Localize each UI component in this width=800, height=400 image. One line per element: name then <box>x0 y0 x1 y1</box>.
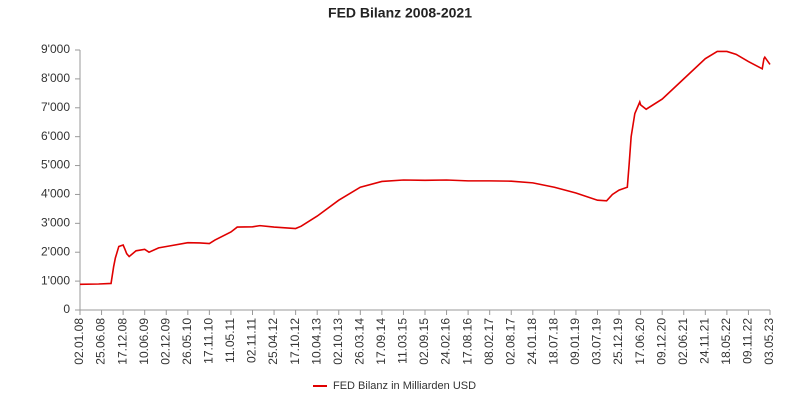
x-tick-label: 26.03.14 <box>352 318 366 365</box>
x-tick-label: 17.10.12 <box>288 318 302 365</box>
x-tick-label: 08.02.17 <box>482 318 496 365</box>
data-line <box>79 50 771 286</box>
y-tick-label: 8'000 <box>41 71 70 85</box>
x-tick-label: 11.05.11 <box>223 318 237 363</box>
y-tick-label: 5'000 <box>41 158 70 172</box>
x-tick-label: 10.04.13 <box>309 318 323 365</box>
x-tick-label: 11.03.15 <box>396 318 410 364</box>
x-tick-label: 02.06.21 <box>676 318 690 365</box>
x-tick-label: 18.07.18 <box>547 318 561 365</box>
x-tick-label: 02.08.17 <box>503 318 517 365</box>
y-tick-label: 3'000 <box>41 216 70 230</box>
y-tick-label: 4'000 <box>41 187 70 201</box>
x-tick-label: 24.01.18 <box>525 318 539 365</box>
y-tick-label: 7'000 <box>41 100 70 114</box>
x-tick-label: 09.11.22 <box>741 318 755 364</box>
x-tick-label: 25.06.08 <box>94 318 108 365</box>
x-tick-label: 02.12.09 <box>158 318 172 365</box>
x-tick-label: 24.02.16 <box>439 318 453 365</box>
y-tick-label: 9'000 <box>41 42 70 56</box>
x-tick-label: 02.11.11 <box>245 318 259 363</box>
x-tick-label: 17.11.10 <box>202 318 216 364</box>
x-tick-label: 02.09.15 <box>417 318 431 365</box>
y-tick-label: 2'000 <box>41 244 70 258</box>
x-tick-label: 25.12.19 <box>611 318 625 365</box>
y-tick-label: 1'000 <box>41 273 70 287</box>
x-tick-label: 18.05.22 <box>719 318 733 365</box>
y-tick-label: 0 <box>63 302 70 316</box>
x-tick-label: 24.11.21 <box>697 318 711 364</box>
x-tick-label: 17.12.08 <box>115 318 129 365</box>
x-tick-label: 09.12.20 <box>654 318 668 365</box>
x-tick-label: 10.06.09 <box>137 318 151 365</box>
chart-title: FED Bilanz 2008-2021 <box>328 5 472 21</box>
x-tick-label: 02.01.08 <box>72 318 86 365</box>
y-tick-label: 6'000 <box>41 129 70 143</box>
x-tick-label: 25.04.12 <box>266 318 280 365</box>
x-tick-label: 26.05.10 <box>180 318 194 365</box>
x-tick-label: 17.09.14 <box>374 318 388 365</box>
x-tick-label: 17.06.20 <box>633 318 647 365</box>
legend-label: FED Bilanz in Milliarden USD <box>333 380 476 392</box>
x-tick-label: 17.08.16 <box>460 318 474 365</box>
x-tick-label: 02.10.13 <box>331 318 345 365</box>
x-tick-label: 03.07.19 <box>590 318 604 365</box>
x-tick-label: 03.05.23 <box>762 318 776 365</box>
x-tick-label: 09.01.19 <box>568 318 582 365</box>
